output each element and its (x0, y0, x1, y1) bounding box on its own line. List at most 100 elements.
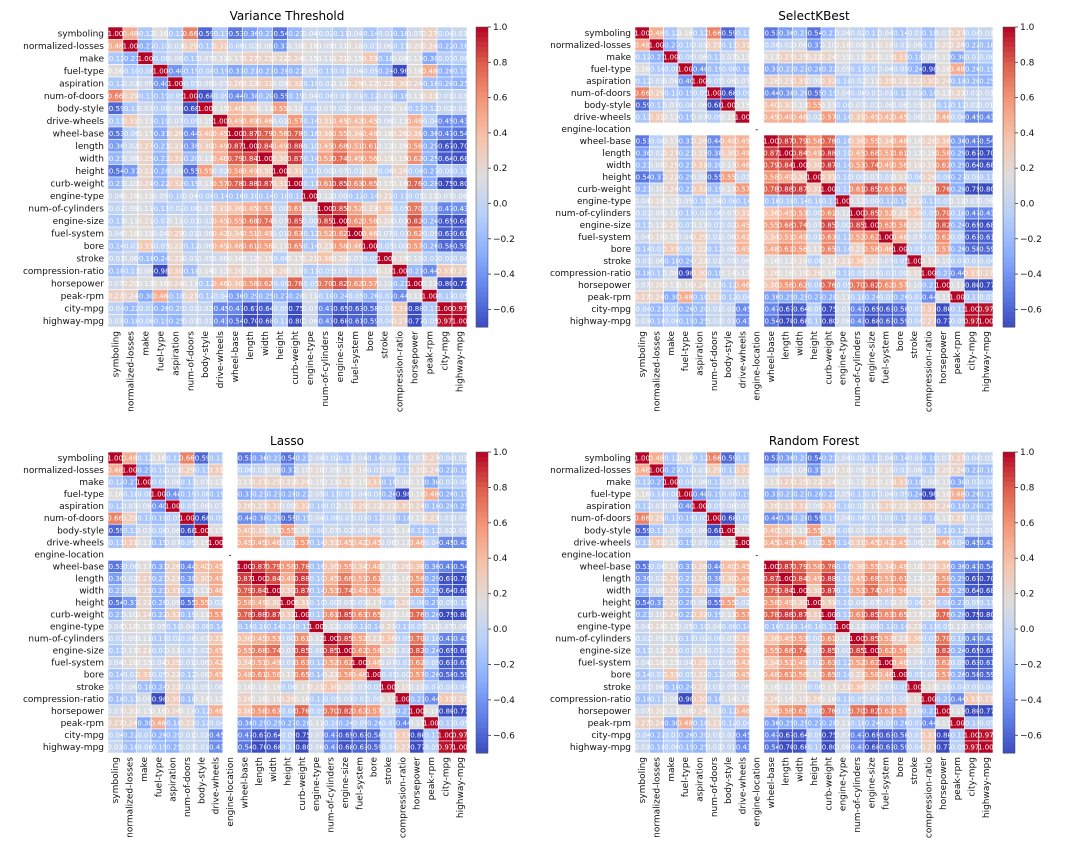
cell-value-label: -0.12 (361, 92, 379, 100)
cell-value-label: 0.01 (347, 167, 363, 175)
y-tick-label: engine-location (561, 550, 631, 560)
cell-value-label: 0.09 (649, 210, 665, 218)
colorbar-segment (476, 52, 488, 58)
x-tick-label: make (667, 757, 677, 782)
colorbar-segment (476, 672, 488, 679)
cell-value-label: 0.97 (452, 305, 468, 313)
y-tick-label: curb-weight (50, 179, 104, 189)
cell-value-label: 0.12 (308, 635, 324, 643)
cell-value-label: 0.02 (337, 527, 353, 535)
cell-value-label: 0.12 (377, 142, 393, 150)
cell-value-label: 0.15 (663, 198, 679, 206)
y-tick-label: curb-weight (50, 611, 104, 621)
y-tick-label: drive-wheels (47, 117, 105, 127)
cell-value-label: 0.02 (649, 150, 665, 158)
colorbar-segment (1003, 237, 1015, 243)
cell-value-label: -0.68 (196, 92, 214, 100)
cell-value-label: 0.22 (380, 503, 396, 511)
cell-value-label: -0.19 (450, 67, 468, 75)
cell-value-label: 0.55 (806, 527, 822, 535)
cell-value-label: 0.15 (663, 623, 679, 631)
cell-value-label: 0.31 (735, 210, 751, 218)
cell-value-label: 0.22 (280, 479, 296, 487)
colorbar-segment (1003, 277, 1015, 283)
colorbar-segment (476, 682, 488, 689)
cell-value-label: 0.31 (317, 117, 333, 125)
x-tick-label: width (796, 757, 806, 782)
y-tick-label: length (75, 142, 104, 152)
cell-value-label: 0.06 (377, 42, 393, 50)
cell-value-label: 0.33 (438, 695, 454, 703)
x-tick-label: stroke (910, 331, 920, 359)
cell-value-label: 0.23 (422, 92, 438, 100)
cell-value-label: -0.07 (436, 55, 454, 63)
cell-value-label: 1.00 (849, 635, 865, 643)
colorbar-segment (476, 657, 488, 664)
colorbar-tick-label: 0.4 (1020, 129, 1035, 139)
cell-value-label: 1.00 (197, 105, 213, 113)
cell-value-label: 0.30 (921, 503, 937, 511)
cell-value-label: 0.49 (242, 167, 258, 175)
cell-value-label: 0.48 (366, 563, 382, 571)
cell-value-label: 0.02 (806, 114, 822, 122)
cell-value-label: 0.25 (257, 55, 273, 63)
cell-value-label: 0.27 (107, 719, 123, 727)
colorbar-segment (1003, 202, 1015, 208)
cell-value-label: 0.03 (179, 743, 195, 751)
cell-value-label: 0.03 (649, 78, 665, 86)
cell-value-label: 0.15 (878, 479, 894, 487)
cell-value-label: 0.97 (978, 306, 994, 314)
cell-value-label: 0.61 (892, 150, 908, 158)
cell-value-label: 0.45 (778, 210, 794, 218)
cell-value-label: 0.11 (317, 55, 333, 63)
cell-value-label: -0.18 (391, 92, 409, 100)
cell-value-label: 0.02 (272, 117, 288, 125)
cell-value-label: 0.01 (706, 731, 722, 739)
colorbar-segment (1003, 82, 1015, 88)
cell-value-label: 0.15 (720, 539, 736, 547)
cell-value-label: 0.17 (821, 258, 837, 266)
colorbar-segment (476, 487, 488, 493)
colorbar-segment (476, 472, 488, 478)
cell-value-label: 0.22 (272, 55, 288, 63)
colorbar-segment (1003, 187, 1015, 193)
colorbar-segment (476, 742, 488, 749)
cell-value-label: 0.17 (237, 479, 253, 487)
colorbar-segment (476, 92, 488, 98)
cell-value-label: 1.00 (227, 130, 243, 138)
cell-value-label: 0.00 (849, 174, 865, 182)
y-tick-label: engine-type (577, 197, 632, 207)
x-tick-label: num-of-doors (710, 757, 720, 817)
cell-value-label: -0.18 (391, 30, 409, 38)
cell-value-label: 0.18 (835, 42, 851, 50)
cell-value-label: 0.13 (935, 719, 951, 727)
cell-value-label: 0.08 (392, 55, 408, 63)
cell-value-label: -0.05 (451, 719, 469, 727)
cell-value-label: 0.58 (863, 671, 879, 679)
cell-value-label: 0.58 (362, 217, 378, 225)
cell-value-label: 0.01 (806, 234, 822, 242)
cell-value-label: -0.68 (181, 105, 199, 113)
cell-value-label: 0.00 (302, 217, 318, 225)
cell-value-label: -0.68 (450, 155, 468, 163)
cell-value-label: 0.12 (212, 267, 228, 275)
cell-value-label: 0.29 (352, 503, 368, 511)
y-tick-label: wheel-base (580, 562, 632, 572)
cell-value-label: 0.26 (272, 267, 288, 275)
cell-value-label: 0.13 (136, 707, 152, 715)
cell-value-label: 0.05 (906, 102, 922, 110)
y-tick-label: bore (84, 671, 105, 681)
cell-value-label: 0.48 (108, 42, 124, 50)
cell-value-label: 0.87 (792, 611, 808, 619)
cell-value-label: 0.49 (878, 587, 894, 595)
cell-value-label: 0.20 (906, 647, 922, 655)
cell-value-label: 0.48 (634, 42, 650, 50)
cell-value-label: 0.13 (194, 611, 210, 619)
cell-value-label: 0.01 (878, 599, 894, 607)
cell-value-label: 0.24 (407, 80, 423, 88)
cell-value-label: 0.19 (792, 695, 808, 703)
cell-value-label: 0.31 (792, 503, 808, 511)
colorbar-segment (476, 107, 488, 113)
cell-value-label: 0.74 (332, 155, 348, 163)
